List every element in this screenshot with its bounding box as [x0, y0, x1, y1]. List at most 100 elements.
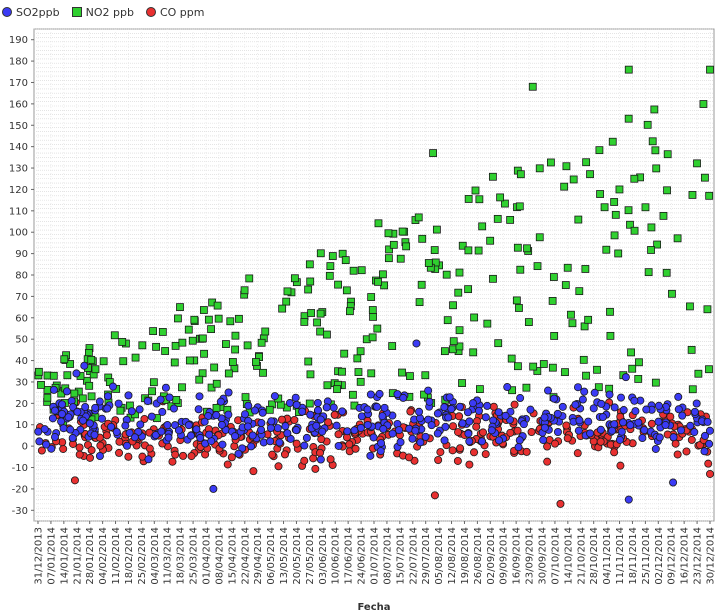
- point-no2-ppb: [224, 369, 233, 378]
- point-so2ppb: [626, 421, 635, 430]
- point-no2-ppb: [514, 362, 522, 371]
- point-no2-ppb: [705, 191, 714, 200]
- x-tick-label: 01/04/2014: [202, 527, 213, 585]
- x-tick-label: 18/03/2014: [176, 527, 187, 585]
- point-no2-ppb: [261, 327, 270, 336]
- x-tick-label: 15/07/2014: [395, 527, 406, 585]
- x-tick-label: 03/06/2014: [318, 527, 329, 585]
- point-so2ppb: [642, 405, 651, 414]
- point-so2ppb: [194, 405, 203, 414]
- point-no2-ppb: [417, 280, 426, 289]
- point-no2-ppb: [648, 137, 657, 146]
- point-so2ppb: [539, 435, 548, 444]
- point-no2-ppb: [606, 331, 615, 340]
- y-tick-label: 0: [22, 442, 28, 453]
- point-no2-ppb: [306, 277, 315, 286]
- point-no2-ppb: [325, 271, 334, 280]
- point-so2ppb: [318, 427, 327, 436]
- point-co-ppm: [96, 441, 105, 450]
- y-tick-label: 60: [15, 313, 28, 324]
- point-so2ppb: [58, 409, 67, 418]
- point-no2-ppb: [693, 159, 701, 168]
- point-co-ppm: [171, 450, 180, 459]
- x-tick-label: 23/09/2014: [525, 527, 536, 585]
- point-so2ppb: [411, 426, 420, 435]
- point-co-ppm: [115, 448, 124, 457]
- x-tick-label: 31/12/2013: [34, 527, 45, 585]
- point-no2-ppb: [699, 100, 708, 108]
- point-no2-ppb: [563, 263, 572, 272]
- point-so2ppb: [494, 408, 503, 417]
- point-co-ppm: [351, 444, 360, 453]
- point-co-ppm: [430, 491, 439, 500]
- point-so2ppb: [553, 409, 562, 418]
- point-no2-ppb: [131, 353, 140, 362]
- point-no2-ppb: [489, 172, 497, 181]
- point-co-ppm: [448, 446, 457, 455]
- point-no2-ppb: [560, 182, 569, 191]
- point-no2-ppb: [483, 319, 492, 328]
- point-so2ppb: [112, 427, 121, 436]
- point-no2-ppb: [610, 198, 619, 206]
- point-no2-ppb: [659, 211, 668, 220]
- point-co-ppm: [223, 460, 232, 469]
- x-tick-label: 02/09/2014: [486, 527, 497, 585]
- legend-label-so2: SO2ppb: [16, 5, 60, 19]
- point-so2ppb: [35, 437, 44, 446]
- point-no2-ppb: [367, 369, 376, 378]
- point-no2-ppb: [307, 309, 316, 317]
- point-so2ppb: [343, 427, 352, 436]
- point-no2-ppb: [118, 338, 127, 346]
- point-no2-ppb: [333, 385, 341, 394]
- point-no2-ppb: [231, 345, 240, 354]
- point-co-ppm: [326, 455, 335, 464]
- point-no2-ppb: [356, 347, 365, 356]
- point-so2ppb: [550, 394, 559, 403]
- y-tick-label: 90: [15, 249, 28, 260]
- point-no2-ppb: [389, 240, 398, 249]
- point-no2-ppb: [442, 270, 451, 279]
- point-so2ppb: [244, 401, 253, 410]
- point-no2-ppb: [561, 368, 569, 377]
- legend-label-co: CO ppm: [159, 5, 205, 19]
- point-no2-ppb: [149, 378, 158, 387]
- point-so2ppb: [267, 417, 276, 426]
- point-so2ppb: [273, 424, 282, 433]
- point-no2-ppb: [634, 375, 643, 383]
- x-tick-label: 21/01/2014: [72, 527, 83, 585]
- point-no2-ppb: [110, 331, 119, 340]
- point-co-ppm: [277, 415, 286, 424]
- point-co-ppm: [330, 410, 339, 419]
- point-so2ppb: [447, 404, 456, 413]
- point-so2ppb: [501, 411, 510, 420]
- point-no2-ppb: [663, 150, 672, 159]
- point-no2-ppb: [231, 331, 240, 340]
- point-no2-ppb: [406, 372, 414, 380]
- point-so2ppb: [50, 433, 59, 442]
- y-tick-label: 110: [9, 206, 28, 217]
- point-co-ppm: [87, 446, 96, 455]
- point-no2-ppb: [357, 266, 366, 275]
- point-no2-ppb: [338, 367, 346, 376]
- point-no2-ppb: [458, 241, 467, 250]
- point-no2-ppb: [579, 355, 588, 364]
- point-so2ppb: [375, 389, 384, 398]
- x-tick-label: 29/04/2014: [253, 527, 264, 585]
- point-so2ppb: [184, 421, 193, 430]
- point-no2-ppb: [178, 338, 187, 347]
- point-no2-ppb: [501, 199, 509, 208]
- point-so2ppb: [312, 421, 321, 430]
- point-co-ppm: [527, 427, 536, 436]
- point-no2-ppb: [368, 306, 377, 314]
- x-tick-label: 10/06/2014: [331, 527, 342, 585]
- point-so2ppb: [291, 393, 300, 402]
- point-co-ppm: [311, 464, 320, 473]
- point-so2ppb: [143, 397, 152, 406]
- point-so2ppb: [458, 419, 467, 428]
- point-so2ppb: [250, 406, 259, 415]
- point-so2ppb: [574, 426, 583, 435]
- point-so2ppb: [302, 433, 311, 442]
- point-co-ppm: [550, 439, 559, 448]
- point-no2-ppb: [290, 274, 299, 283]
- x-tick-label: 01/07/2014: [370, 527, 381, 585]
